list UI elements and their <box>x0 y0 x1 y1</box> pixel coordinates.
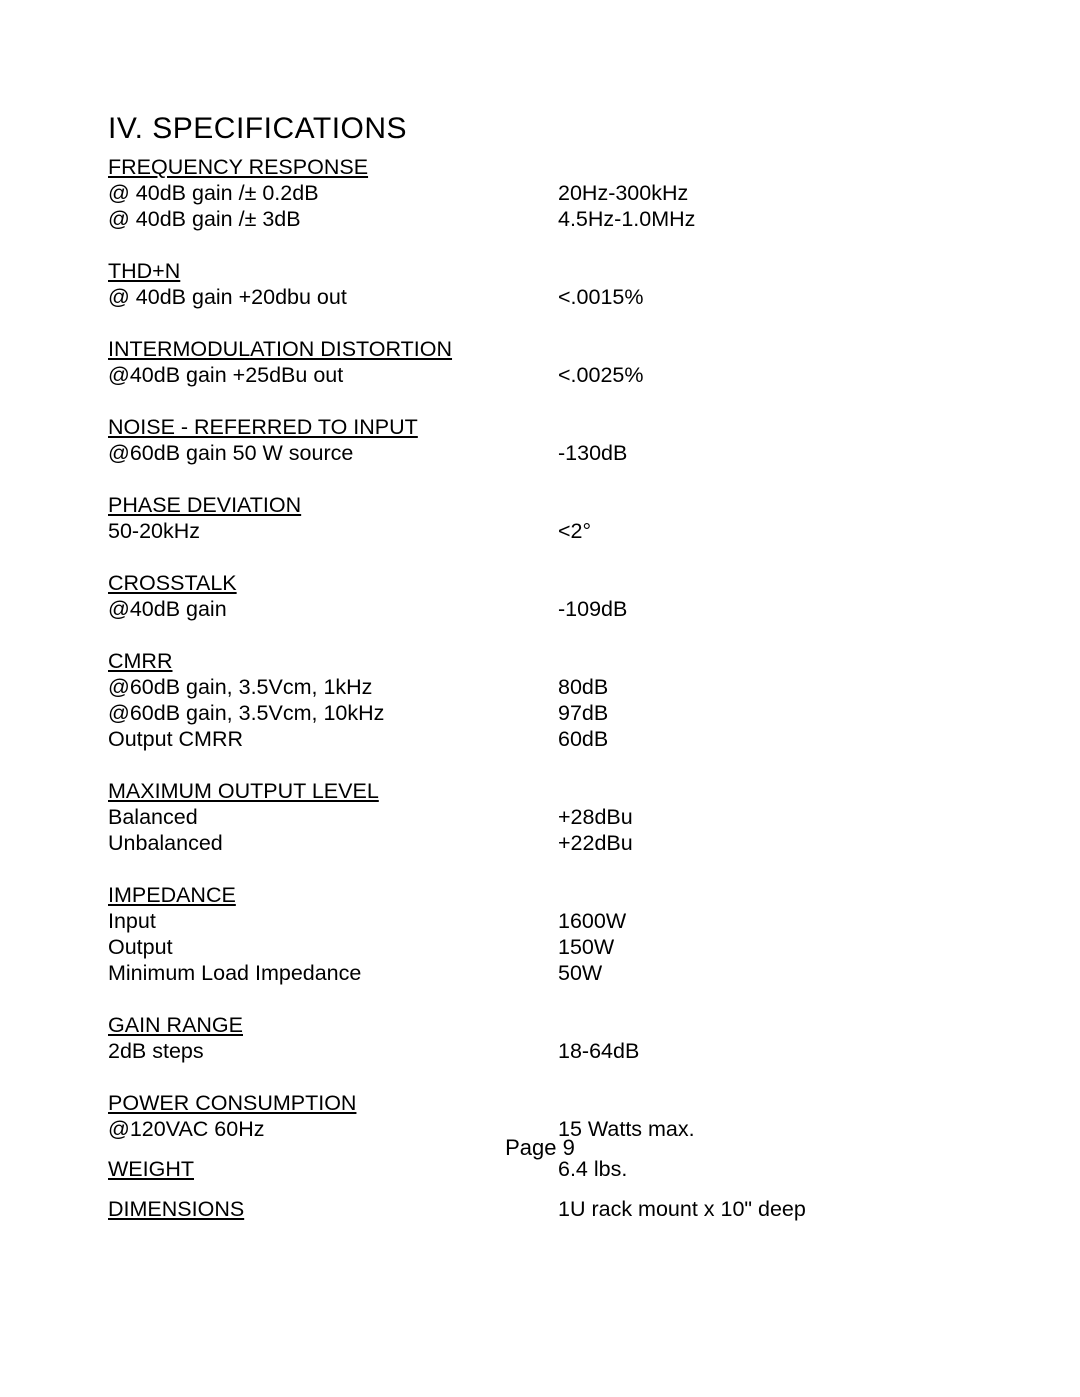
spec-header: THD+N <box>108 258 558 284</box>
spec-value: 18-64dB <box>558 1038 968 1064</box>
spec-header: MAXIMUM OUTPUT LEVEL <box>108 778 558 804</box>
spec-value: 1U rack mount x 10" deep <box>558 1196 968 1222</box>
spec-label: Output <box>108 934 558 960</box>
spec-value: +22dBu <box>558 830 968 856</box>
spec-value: 1600W <box>558 908 968 934</box>
spec-value: 60dB <box>558 726 968 752</box>
section-title: IV. SPECIFICATIONS <box>108 112 407 146</box>
spec-label: Unbalanced <box>108 830 558 856</box>
spec-label: 50-20kHz <box>108 518 558 544</box>
spec-value: -109dB <box>558 596 968 622</box>
spec-value: 50W <box>558 960 968 986</box>
spec-value: +28dBu <box>558 804 968 830</box>
spec-value: 97dB <box>558 700 968 726</box>
spec-value: <.0025% <box>558 362 968 388</box>
spec-value: 20Hz-300kHz <box>558 180 968 206</box>
spec-label: @40dB gain +25dBu out <box>108 362 558 388</box>
spec-label: @ 40dB gain /± 0.2dB <box>108 180 558 206</box>
spec-label: @60dB gain, 3.5Vcm, 1kHz <box>108 674 558 700</box>
spec-label: Input <box>108 908 558 934</box>
spec-value: <.0015% <box>558 284 968 310</box>
spec-content: FREQUENCY RESPONSE @ 40dB gain /± 0.2dB … <box>108 154 968 1248</box>
spec-gain-range: GAIN RANGE 2dB steps 18-64dB <box>108 1012 968 1064</box>
spec-header: CROSSTALK <box>108 570 558 596</box>
spec-thd: THD+N @ 40dB gain +20dbu out <.0015% <box>108 258 968 310</box>
page-number: Page 9 <box>0 1135 1080 1161</box>
spec-value: 4.5Hz-1.0MHz <box>558 206 968 232</box>
spec-max-output: MAXIMUM OUTPUT LEVEL Balanced +28dBu Unb… <box>108 778 968 856</box>
spec-label: @60dB gain, 3.5Vcm, 10kHz <box>108 700 558 726</box>
spec-header: POWER CONSUMPTION <box>108 1090 558 1116</box>
spec-label: Balanced <box>108 804 558 830</box>
spec-header: PHASE DEVIATION <box>108 492 558 518</box>
spec-header: FREQUENCY RESPONSE <box>108 154 558 180</box>
spec-header: INTERMODULATION DISTORTION <box>108 336 558 362</box>
spec-header: IMPEDANCE <box>108 882 558 908</box>
spec-crosstalk: CROSSTALK @40dB gain -109dB <box>108 570 968 622</box>
spec-cmrr: CMRR @60dB gain, 3.5Vcm, 1kHz 80dB @60dB… <box>108 648 968 752</box>
page: IV. SPECIFICATIONS FREQUENCY RESPONSE @ … <box>0 0 1080 1397</box>
spec-phase: PHASE DEVIATION 50-20kHz <2° <box>108 492 968 544</box>
spec-label: Output CMRR <box>108 726 558 752</box>
spec-label: @60dB gain 50 W source <box>108 440 558 466</box>
spec-header: DIMENSIONS <box>108 1196 558 1222</box>
spec-value: -130dB <box>558 440 968 466</box>
spec-label: @ 40dB gain +20dbu out <box>108 284 558 310</box>
spec-dimensions: DIMENSIONS 1U rack mount x 10" deep <box>108 1196 968 1222</box>
spec-noise: NOISE - REFERRED TO INPUT @60dB gain 50 … <box>108 414 968 466</box>
spec-label: 2dB steps <box>108 1038 558 1064</box>
spec-header: GAIN RANGE <box>108 1012 558 1038</box>
spec-label: Minimum Load Impedance <box>108 960 558 986</box>
spec-value: 150W <box>558 934 968 960</box>
spec-header: NOISE - REFERRED TO INPUT <box>108 414 558 440</box>
spec-header: CMRR <box>108 648 558 674</box>
spec-value: 80dB <box>558 674 968 700</box>
spec-label: @40dB gain <box>108 596 558 622</box>
spec-imd: INTERMODULATION DISTORTION @40dB gain +2… <box>108 336 968 388</box>
spec-value: <2° <box>558 518 968 544</box>
spec-impedance: IMPEDANCE Input 1600W Output 150W Minimu… <box>108 882 968 986</box>
spec-frequency-response: FREQUENCY RESPONSE @ 40dB gain /± 0.2dB … <box>108 154 968 232</box>
spec-label: @ 40dB gain /± 3dB <box>108 206 558 232</box>
